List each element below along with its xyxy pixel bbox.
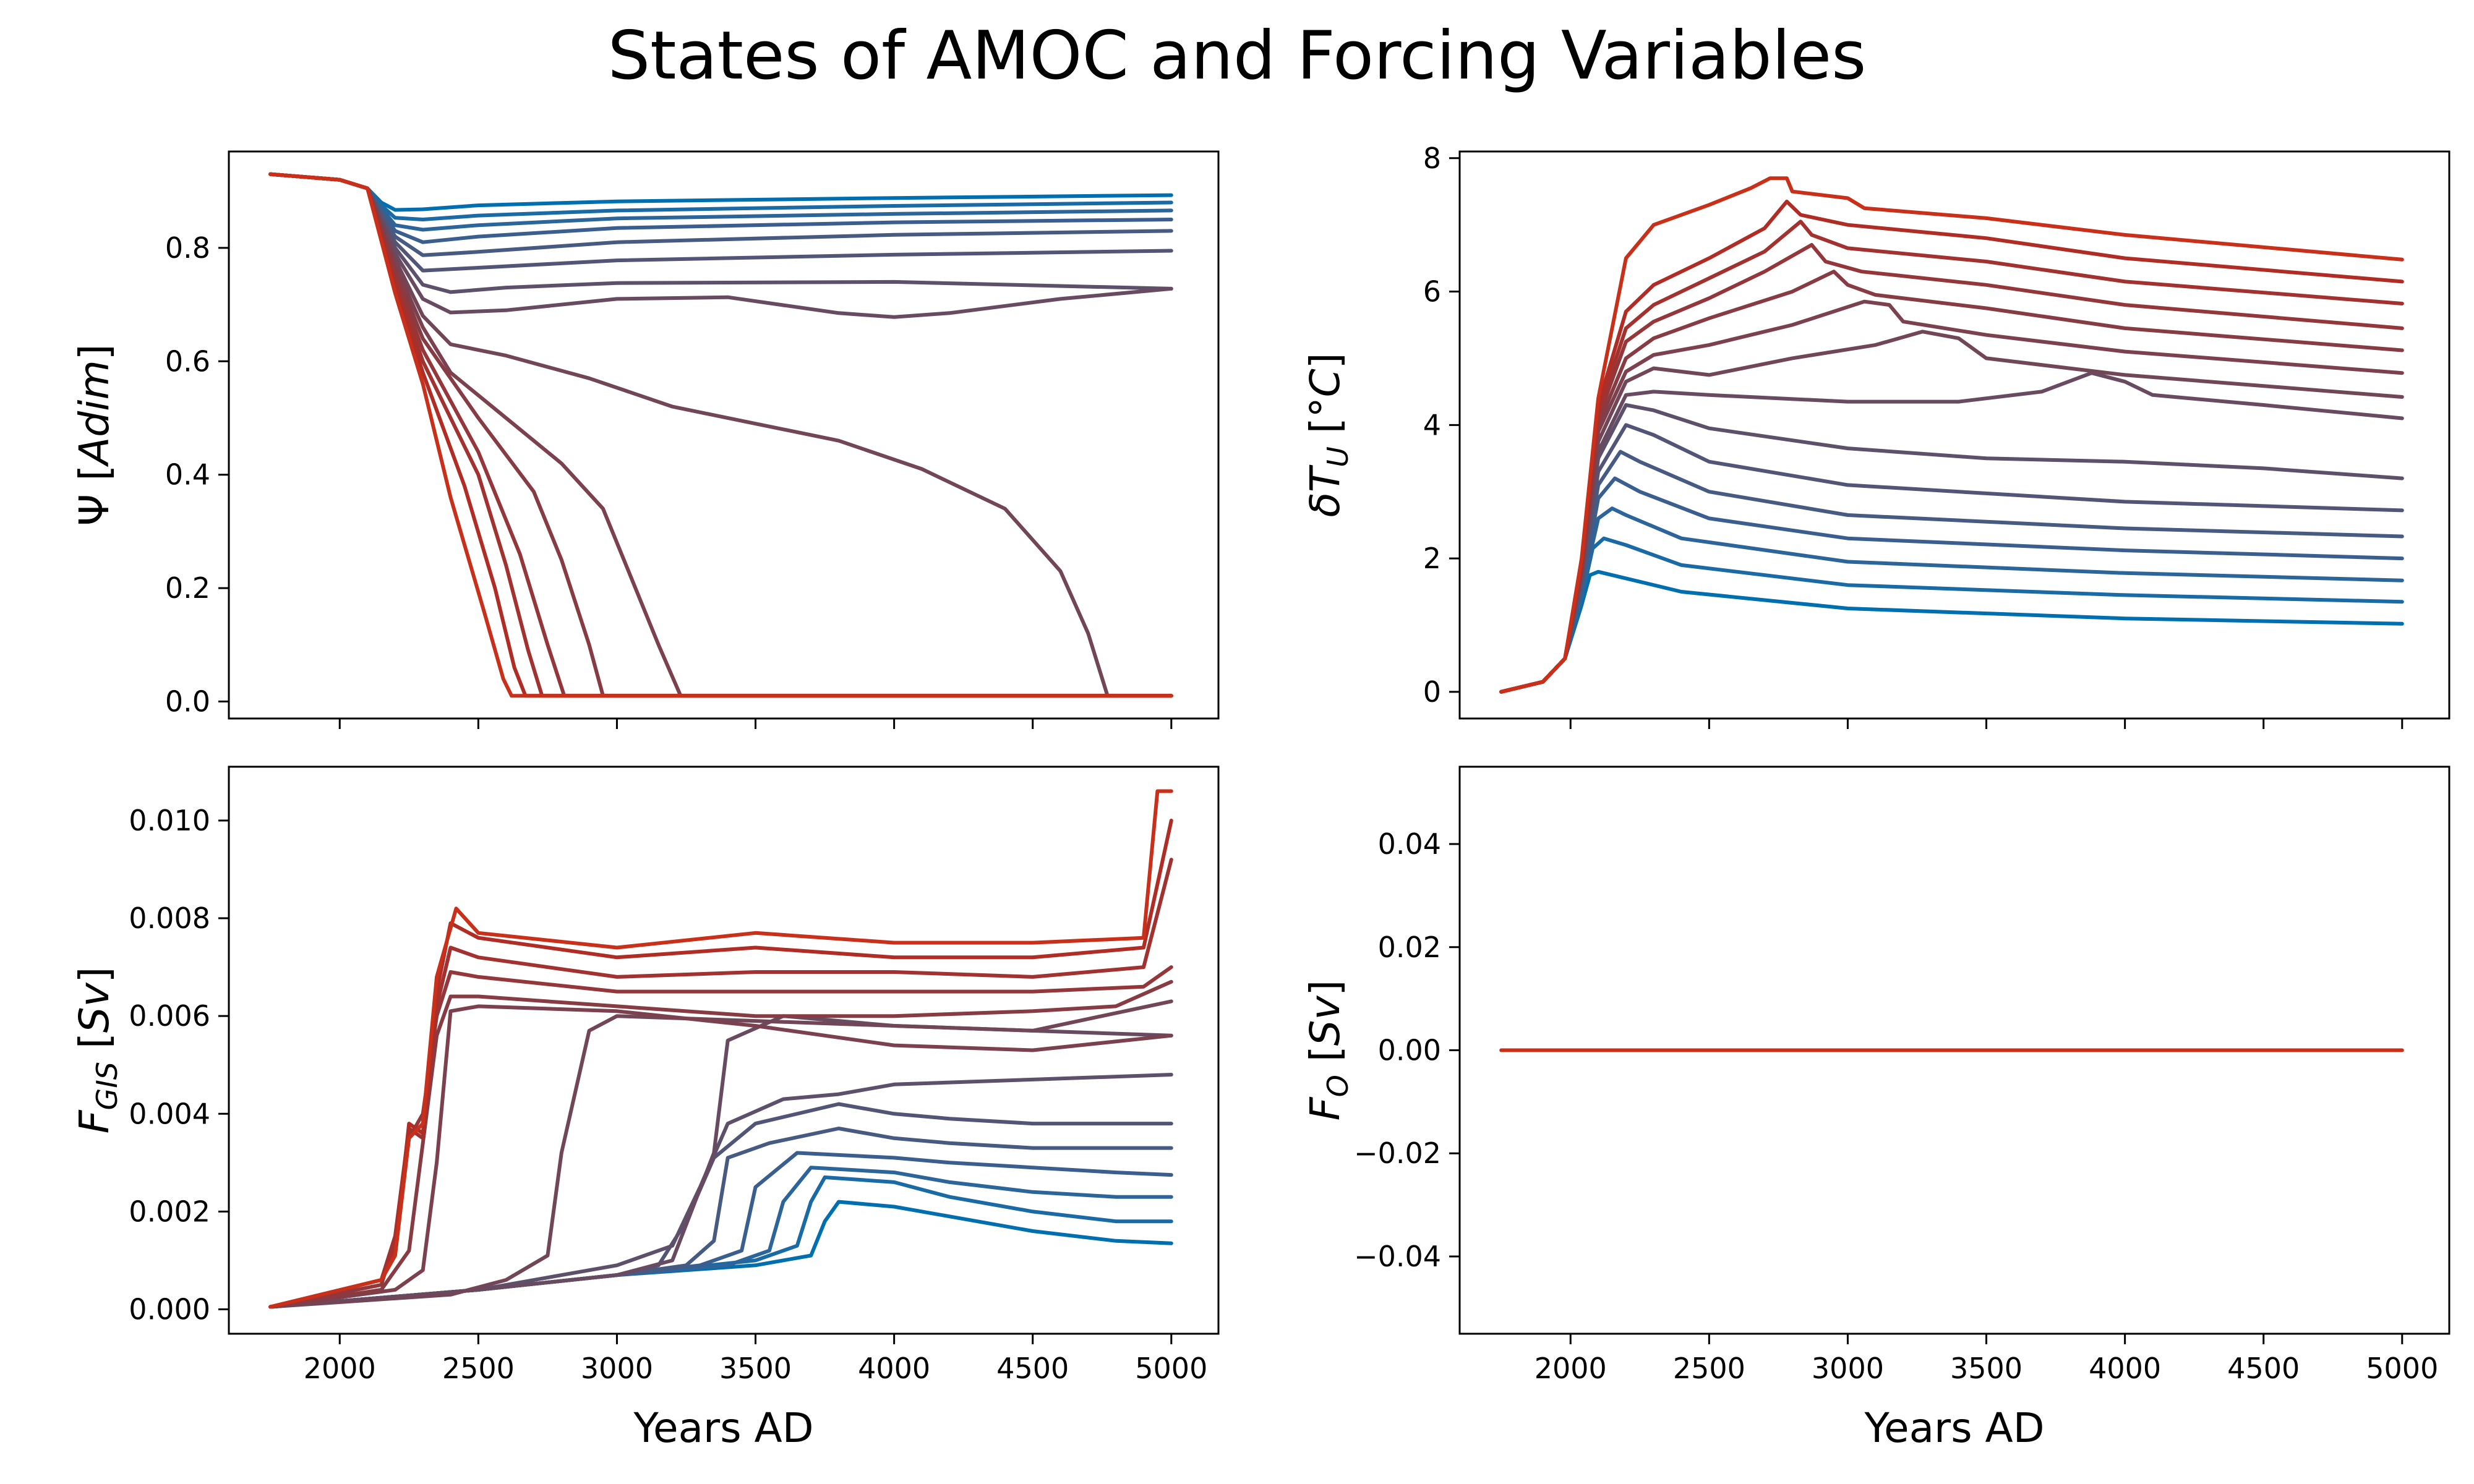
dtu-series-group [1499,176,2404,694]
fo-xlabel: Years AD [1864,1404,2044,1452]
fgis-ylabel-part: GIS [90,1062,124,1110]
fgis-xtick-label: 4000 [858,1352,930,1385]
fo-ylabel-part: F [1301,1096,1349,1120]
fo-ylabel-part: Sv [1301,995,1349,1046]
fgis-ytick-label: 0.000 [129,1292,210,1326]
dtu-series-line [1499,450,2404,694]
fgis-series-line [268,819,1173,1309]
fgis-ytick-label: 0.010 [129,804,210,837]
dtu-axes-frame [1458,150,2450,720]
psi-ytick-label: 0.4 [165,458,210,492]
dtu-series-line [1499,299,2404,694]
fgis-panel: 2000 2500 3000 3500 4000 4500 5000 0.000 0.002 0.… [71,765,1220,1452]
fo-xtick-label: 2000 [1534,1352,1607,1385]
dtu-ylabel-part: δT [1301,464,1349,517]
psi-series-line [268,172,1173,257]
dtu-ytick-label: 4 [1423,408,1441,441]
fo-xtick-label: 2500 [1673,1352,1745,1385]
fgis-xlabel: Years AD [633,1404,813,1452]
fgis-xtick-label: 3000 [581,1352,653,1385]
fo-ytick-label: 0.00 [1378,1034,1441,1067]
dtu-ytick-label: 8 [1423,142,1441,175]
fo-ytick-label: 0.04 [1378,827,1441,861]
psi-series-group [268,172,1173,698]
dtu-series-line [1499,176,2404,694]
fgis-ytick-label: 0.002 [129,1195,210,1228]
fgis-ylabel-part: [ [71,1033,118,1062]
fgis-xtick-label: 2000 [304,1352,376,1385]
fgis-ytick-label: 0.006 [129,999,210,1033]
dtu-ytick-label: 2 [1423,542,1441,575]
dtu-panel: 0 2 4 6 8 δTU [°C] [1301,142,2450,729]
fo-ylabel-part: O [1321,1075,1355,1097]
fgis-xtick-label: 3500 [719,1352,792,1385]
psi-series-line [268,172,1173,698]
psi-ylabel-part: ] [71,344,118,360]
dtu-ylabel-part: U [1321,446,1355,467]
fo-panel: 2000 2500 3000 3500 4000 4500 5000 −0.04 −0.02 0.… [1301,765,2450,1452]
fgis-ytick-label: 0.004 [129,1097,210,1130]
fo-xtick-label: 4000 [2089,1352,2161,1385]
psi-ytick-label: 0.2 [165,571,210,605]
dtu-ytick-label: 6 [1423,275,1441,309]
dtu-ytick-label: 0 [1423,675,1441,709]
dtu-ylabel-part: C [1301,369,1349,397]
fo-xtick-label: 5000 [2366,1352,2438,1385]
dtu-ylabel: δTU [°C] [1301,353,1355,518]
psi-axes-frame [228,150,1220,720]
fgis-series-line [268,789,1173,1309]
dtu-series-line [1499,199,2404,694]
fo-ytick-label: 0.02 [1378,931,1441,964]
fo-ylabel: FO [Sv] [1301,980,1355,1121]
fgis-series-line [268,979,1173,1309]
fgis-ylabel-part: ] [71,967,118,983]
fgis-series-group [268,789,1173,1309]
psi-ylabel: Ψ [Adim] [71,344,118,526]
fgis-ylabel-part: F [71,1109,118,1133]
fgis-ylabel-part: Sv [71,982,118,1033]
fgis-xtick-label: 2500 [442,1352,515,1385]
figure-title: States of AMOC and Forcing Variables [607,17,1867,95]
dtu-ylabel-part: ] [1301,353,1349,369]
fo-xtick-label: 4500 [2227,1352,2300,1385]
fgis-ylabel: FGIS [Sv] [71,967,124,1134]
fo-ylabel-part: ] [1301,980,1349,996]
fgis-axes-frame [228,765,1220,1335]
psi-ylabel-part: Adim [71,360,118,467]
fgis-ytick-label: 0.008 [129,902,210,935]
dtu-series-line [1499,423,2404,694]
psi-ytick-label: 0.6 [165,344,210,378]
fgis-xtick-label: 5000 [1135,1352,1207,1385]
psi-ytick-label: 0.0 [165,684,210,718]
fgis-xtick-label: 4500 [996,1352,1069,1385]
fo-xtick-label: 3500 [1950,1352,2022,1385]
fgis-series-line [268,1073,1173,1309]
fgis-series-line [268,999,1173,1309]
fo-xtick-label: 3000 [1812,1352,1884,1385]
fo-ytick-label: −0.02 [1354,1136,1441,1170]
dtu-series-line [1499,476,2404,694]
dtu-ylabel-part: [° [1301,397,1349,446]
dtu-series-line [1499,536,2404,694]
fgis-series-line [268,1004,1173,1309]
dtu-series-line [1499,330,2404,694]
fo-ytick-label: −0.04 [1354,1240,1441,1273]
psi-ytick-label: 0.8 [165,231,210,265]
psi-ylabel-part: Ψ [ [71,465,118,526]
fo-ylabel-part: [ [1301,1046,1349,1075]
psi-panel: 0.0 0.2 0.4 0.6 0.8 Ψ [Adim] [71,150,1220,729]
